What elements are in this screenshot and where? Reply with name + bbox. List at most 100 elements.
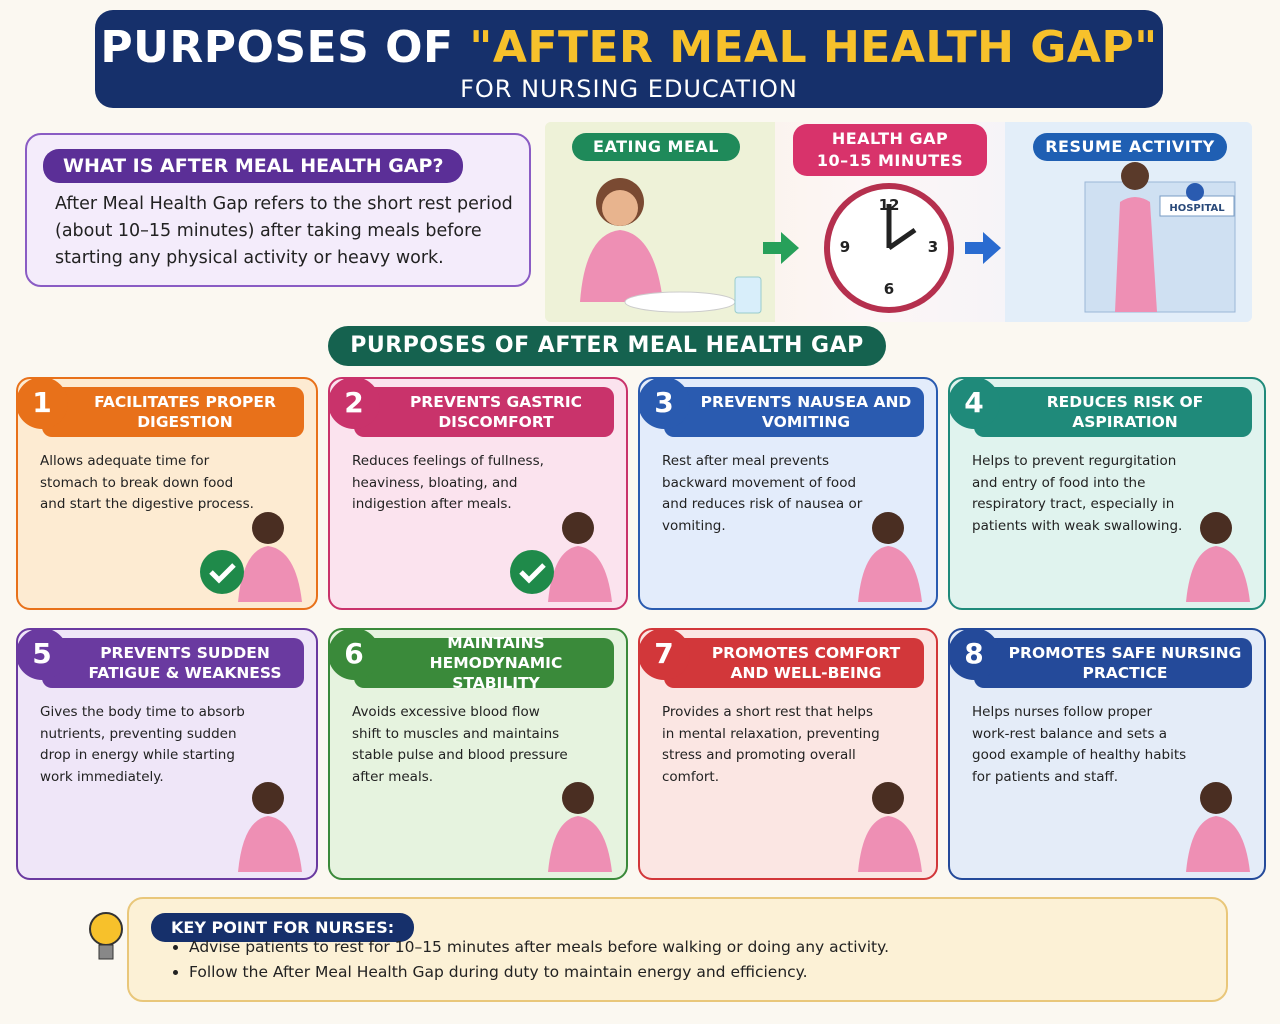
card-text: Gives the body time to absorb nutrients,…: [40, 704, 245, 785]
card-illustration: [510, 512, 612, 602]
key-point-list: Advise patients to rest for 10–15 minute…: [171, 935, 889, 985]
card-text: Provides a short rest that helps in ment…: [662, 704, 880, 785]
card-illustration: [1186, 782, 1250, 872]
purpose-card: 1 FACILITATES PROPER DIGESTION Allows adeq…: [16, 377, 318, 610]
bulb-glass: [89, 912, 123, 946]
title-prefix: PURPOSES OF: [100, 22, 454, 73]
card-illustration: [238, 782, 302, 872]
card-title: PREVENTS NAUSEA AND VOMITING: [664, 387, 924, 437]
clock-number: 6: [884, 280, 894, 298]
clock-number: 3: [928, 238, 938, 256]
flow-step: EATING MEAL: [572, 133, 740, 161]
key-point-heading: KEY POINT FOR NURSES:: [151, 913, 415, 942]
bulb-base: [98, 944, 114, 960]
key-point-box: KEY POINT FOR NURSES: Advise patients to…: [127, 897, 1228, 1002]
illustration-head: [252, 512, 284, 544]
card-number: 8: [950, 630, 1000, 680]
arrow-right: [763, 232, 799, 264]
card-illustration: [1186, 512, 1250, 602]
card-title: FACILITATES PROPER DIGESTION: [42, 387, 304, 437]
illustration-head: [1200, 512, 1232, 544]
flow-step-label: HEALTH GAP: [831, 129, 949, 148]
flow-step: HEALTH GAP 10–15 MINUTES: [793, 124, 987, 176]
illustration-head: [1200, 782, 1232, 814]
nurse-body: [580, 230, 663, 302]
purpose-card: 6 MAINTAINS HEMODYNAMIC STABILITY Avoids e…: [328, 628, 628, 880]
card-illustration: [548, 782, 612, 872]
clock-hour-hand: [887, 227, 917, 251]
illustration-body: [238, 546, 302, 602]
check-circle: [510, 550, 554, 594]
clock-number: 9: [840, 238, 850, 256]
flow-step-label: EATING MEAL: [593, 137, 719, 156]
check-circle: [200, 550, 244, 594]
walker-head: [1121, 162, 1149, 190]
card-title: PREVENTS SUDDEN FATIGUE & WEAKNESS: [42, 638, 304, 688]
check-mark: [519, 563, 546, 584]
card-text: Helps to prevent regurgitation and entry…: [972, 453, 1183, 534]
card-number: 6: [330, 630, 380, 680]
illustration-body: [548, 546, 612, 602]
card-title: PROMOTES COMFORT AND WELL-BEING: [664, 638, 924, 688]
card-number: 3: [640, 379, 690, 429]
card-text: Rest after meal prevents backward moveme…: [662, 453, 863, 534]
illustration-head: [252, 782, 284, 814]
flow-panel: 12 3 6 9 HOSPITAL EATING MEAL HEALTH GAP 10–15…: [545, 122, 1252, 322]
card-number: 5: [18, 630, 68, 680]
card-text: Reduces feelings of fullness, heaviness,…: [352, 453, 544, 512]
bulb-icon: [89, 912, 123, 960]
card-title: MAINTAINS HEMODYNAMIC STABILITY: [354, 634, 614, 692]
purpose-card: 4 REDUCES RISK OF ASPIRATION Helps to prev…: [948, 377, 1266, 610]
purposes-heading: PURPOSES OF AFTER MEAL HEALTH GAP: [328, 326, 886, 366]
walker-body: [1115, 197, 1157, 312]
flow-step: RESUME ACTIVITY: [1033, 133, 1227, 161]
check-mark: [209, 563, 236, 584]
card-text: Allows adequate time for stomach to brea…: [40, 453, 254, 512]
illustration-body: [858, 546, 922, 602]
card-title: PROMOTES SAFE NURSING PRACTICE: [974, 638, 1252, 688]
header: PURPOSES OF "AFTER MEAL HEALTH GAP" FOR …: [95, 10, 1163, 108]
definition-text: After Meal Health Gap refers to the shor…: [55, 194, 513, 268]
card-number: 1: [18, 379, 68, 429]
purpose-card: 3 PREVENTS NAUSEA AND VOMITING Rest after …: [638, 377, 938, 610]
illustration-head: [872, 512, 904, 544]
card-illustration: [200, 512, 302, 602]
key-point-item: Follow the After Meal Health Gap during …: [189, 960, 889, 985]
card-number: 4: [950, 379, 1000, 429]
plate: [624, 291, 736, 313]
title-highlight: "AFTER MEAL HEALTH GAP": [469, 22, 1158, 73]
card-number: 7: [640, 630, 690, 680]
hospital-sign: HOSPITAL: [1169, 203, 1225, 214]
card-text: Avoids excessive blood flow shift to mus…: [352, 704, 568, 785]
illustration-body: [238, 816, 302, 872]
flow-step-label: 10–15 MINUTES: [816, 151, 964, 170]
illustration-body: [1186, 546, 1250, 602]
purpose-card: 5 PREVENTS SUDDEN FATIGUE & WEAKNESS Gives…: [16, 628, 318, 880]
illustration-head: [562, 512, 594, 544]
purpose-card: 2 PREVENTS GASTRIC DISCOMFORT Reduces feel…: [328, 377, 628, 610]
definition-box: WHAT IS AFTER MEAL HEALTH GAP? After Mea…: [25, 133, 531, 287]
nurse-face: [602, 190, 638, 226]
hospital-cross: [1186, 183, 1204, 201]
purpose-card: 8 PROMOTES SAFE NURSING PRACTICE Helps nur…: [948, 628, 1266, 880]
key-point-item: Advise patients to rest for 10–15 minute…: [189, 935, 889, 960]
card-illustration: [858, 782, 922, 872]
subtitle: FOR NURSING EDUCATION: [460, 75, 798, 103]
illustration-body: [548, 816, 612, 872]
card-illustration: [858, 512, 922, 602]
arrow-right: [965, 232, 1001, 264]
purpose-card: 7 PROMOTES COMFORT AND WELL-BEING Provides…: [638, 628, 938, 880]
illustration-head: [872, 782, 904, 814]
card-number: 2: [330, 379, 380, 429]
title: PURPOSES OF "AFTER MEAL HEALTH GAP": [95, 22, 1163, 73]
illustration-body: [1186, 816, 1250, 872]
card-title: PREVENTS GASTRIC DISCOMFORT: [354, 387, 614, 437]
glass: [734, 276, 762, 314]
card-text: Helps nurses follow proper work-rest bal…: [972, 704, 1187, 785]
illustration-body: [858, 816, 922, 872]
definition-heading: WHAT IS AFTER MEAL HEALTH GAP?: [43, 149, 464, 183]
flow-step-label: RESUME ACTIVITY: [1045, 137, 1215, 156]
card-title: REDUCES RISK OF ASPIRATION: [974, 387, 1252, 437]
